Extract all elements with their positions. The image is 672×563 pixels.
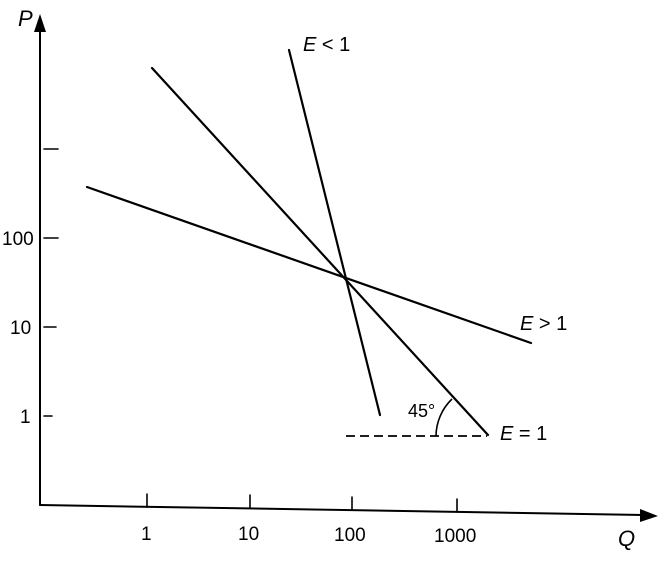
x-axis-title: Q bbox=[618, 526, 635, 551]
y-axis-title: P bbox=[18, 6, 33, 31]
y-tick-label-1: 1 bbox=[20, 407, 31, 428]
elastic-label-var: E bbox=[520, 313, 534, 335]
y-tick-label-100: 100 bbox=[2, 229, 34, 250]
x-axis bbox=[39, 504, 645, 516]
y-tick-label-10: 10 bbox=[10, 318, 31, 339]
x-tick-label-100: 100 bbox=[334, 525, 366, 546]
x-axis-arrow-icon bbox=[640, 509, 658, 522]
angle-45-label: 45° bbox=[408, 401, 435, 421]
inelastic-label-rel: < 1 bbox=[322, 34, 350, 56]
x-tick-label-1000: 1000 bbox=[434, 526, 476, 547]
elastic-line-label: E > 1 bbox=[520, 313, 567, 335]
elastic-label-rel: > 1 bbox=[539, 313, 567, 335]
elastic-demand-line bbox=[85, 185, 533, 345]
inelastic-demand-line bbox=[287, 48, 382, 417]
inelastic-line-label: E < 1 bbox=[303, 34, 350, 56]
x-tick-label-1: 1 bbox=[141, 524, 152, 545]
y-axis-arrow-icon bbox=[34, 14, 46, 32]
unit-elastic-label-var: E bbox=[500, 423, 514, 445]
x-tick-label-10: 10 bbox=[238, 524, 259, 545]
unit-elastic-label-rel: = 1 bbox=[519, 423, 547, 445]
inelastic-label-var: E bbox=[303, 34, 317, 56]
angle-45-arc bbox=[435, 398, 453, 437]
unit-elastic-demand-line bbox=[150, 66, 490, 437]
unit-elastic-line-label: E = 1 bbox=[500, 423, 547, 445]
